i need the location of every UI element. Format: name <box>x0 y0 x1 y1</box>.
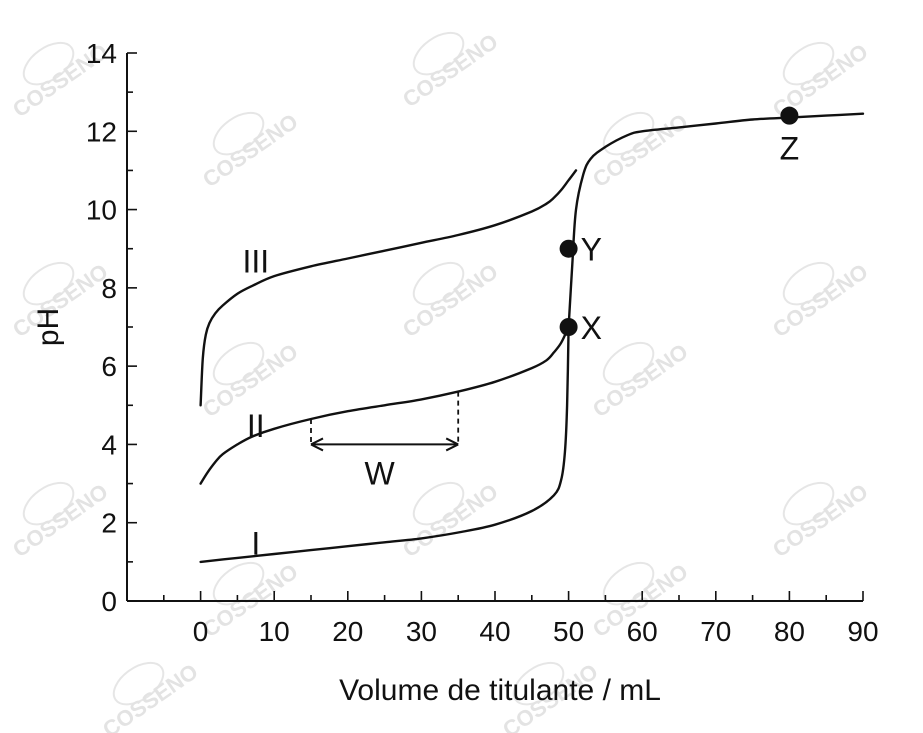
watermark-loop <box>112 661 165 706</box>
watermark-loop <box>602 111 655 156</box>
watermark-text: COSSENO <box>398 479 502 563</box>
y-tick-label: 6 <box>101 351 117 382</box>
y-tick-label: 12 <box>86 116 117 147</box>
w-label: W <box>364 455 395 491</box>
w-arrowhead-left <box>310 437 324 452</box>
x-tick-label: 70 <box>700 616 731 647</box>
x-tick-label: 90 <box>847 616 878 647</box>
x-tick-label: 80 <box>774 616 805 647</box>
y-tick-label: 4 <box>101 429 117 460</box>
watermark-tile: COSSENO <box>398 479 502 563</box>
watermark-loop <box>782 41 835 86</box>
x-tick-label: 0 <box>193 616 209 647</box>
point-label-Y: Y <box>581 232 602 268</box>
watermark-loop <box>212 111 265 156</box>
point-label-X: X <box>581 310 602 346</box>
watermark-loop <box>782 481 835 526</box>
watermark-loop <box>212 561 265 606</box>
watermark-text: COSSENO <box>768 479 872 563</box>
y-tick-label: 0 <box>101 586 117 617</box>
y-tick-label: 8 <box>101 273 117 304</box>
watermark-tile: COSSENO <box>768 479 872 563</box>
watermark-loop <box>412 31 465 76</box>
watermark-loop <box>412 261 465 306</box>
y-tick-label: 14 <box>86 38 117 69</box>
y-axis-label: pH <box>32 308 65 346</box>
curve-label-I: I <box>251 525 260 561</box>
watermark-text: COSSENO <box>198 109 302 193</box>
watermark-loop <box>22 41 75 86</box>
watermark-tile: COSSENO <box>8 39 112 123</box>
watermark-loop <box>512 661 565 706</box>
x-tick-label: 10 <box>259 616 290 647</box>
series-line-I <box>199 325 570 564</box>
point-label-Z: Z <box>780 131 800 167</box>
point-X <box>559 318 578 336</box>
x-axis-label: Volume de titulante / mL <box>339 674 661 707</box>
watermark-tile: COSSENO <box>588 109 692 193</box>
chart-axes <box>126 53 863 602</box>
x-tick-label: 30 <box>406 616 437 647</box>
chart-ticks: 0 10 20 30 40 50 60 70 80 90 0 2 4 6 8 10 12 14 <box>86 38 879 647</box>
watermark-tile: COSSENO <box>8 479 112 563</box>
curve-label-II: II <box>247 408 265 444</box>
watermark-text: COSSENO <box>398 259 502 343</box>
watermark-loop <box>212 341 265 386</box>
watermark-text: COSSENO <box>588 109 692 193</box>
watermark-loop <box>602 341 655 386</box>
watermark-loop <box>22 261 75 306</box>
watermark-text: COSSENO <box>768 259 872 343</box>
curve-label-III: III <box>242 243 269 279</box>
watermark-tile: COSSENO <box>768 259 872 343</box>
watermark-tile: COSSENO <box>198 109 302 193</box>
x-tick-label: 50 <box>553 616 584 647</box>
point-Y <box>559 239 578 258</box>
series-line-III <box>199 169 578 407</box>
watermark-loop <box>412 481 465 526</box>
watermark-tile: COSSENO <box>768 39 872 123</box>
x-tick-label: 20 <box>332 616 363 647</box>
watermark-text: COSSENO <box>588 339 692 423</box>
watermark-tile: COSSENO <box>98 659 202 733</box>
y-tick-label: 2 <box>101 508 117 539</box>
point-Z <box>780 106 799 125</box>
x-tick-label: 40 <box>479 616 510 647</box>
chart-curves <box>199 112 865 564</box>
watermark-tile: COSSENO <box>398 29 502 113</box>
series-line-II <box>199 325 570 485</box>
watermark-text: COSSENO <box>8 479 112 563</box>
watermark-tile: COSSENO <box>398 259 502 343</box>
watermark-loop <box>782 261 835 306</box>
y-tick-label: 10 <box>86 195 117 226</box>
watermark-loop <box>22 481 75 526</box>
w-arrowhead-right <box>445 437 459 452</box>
watermark-text: COSSENO <box>398 29 502 113</box>
x-tick-label: 60 <box>627 616 658 647</box>
